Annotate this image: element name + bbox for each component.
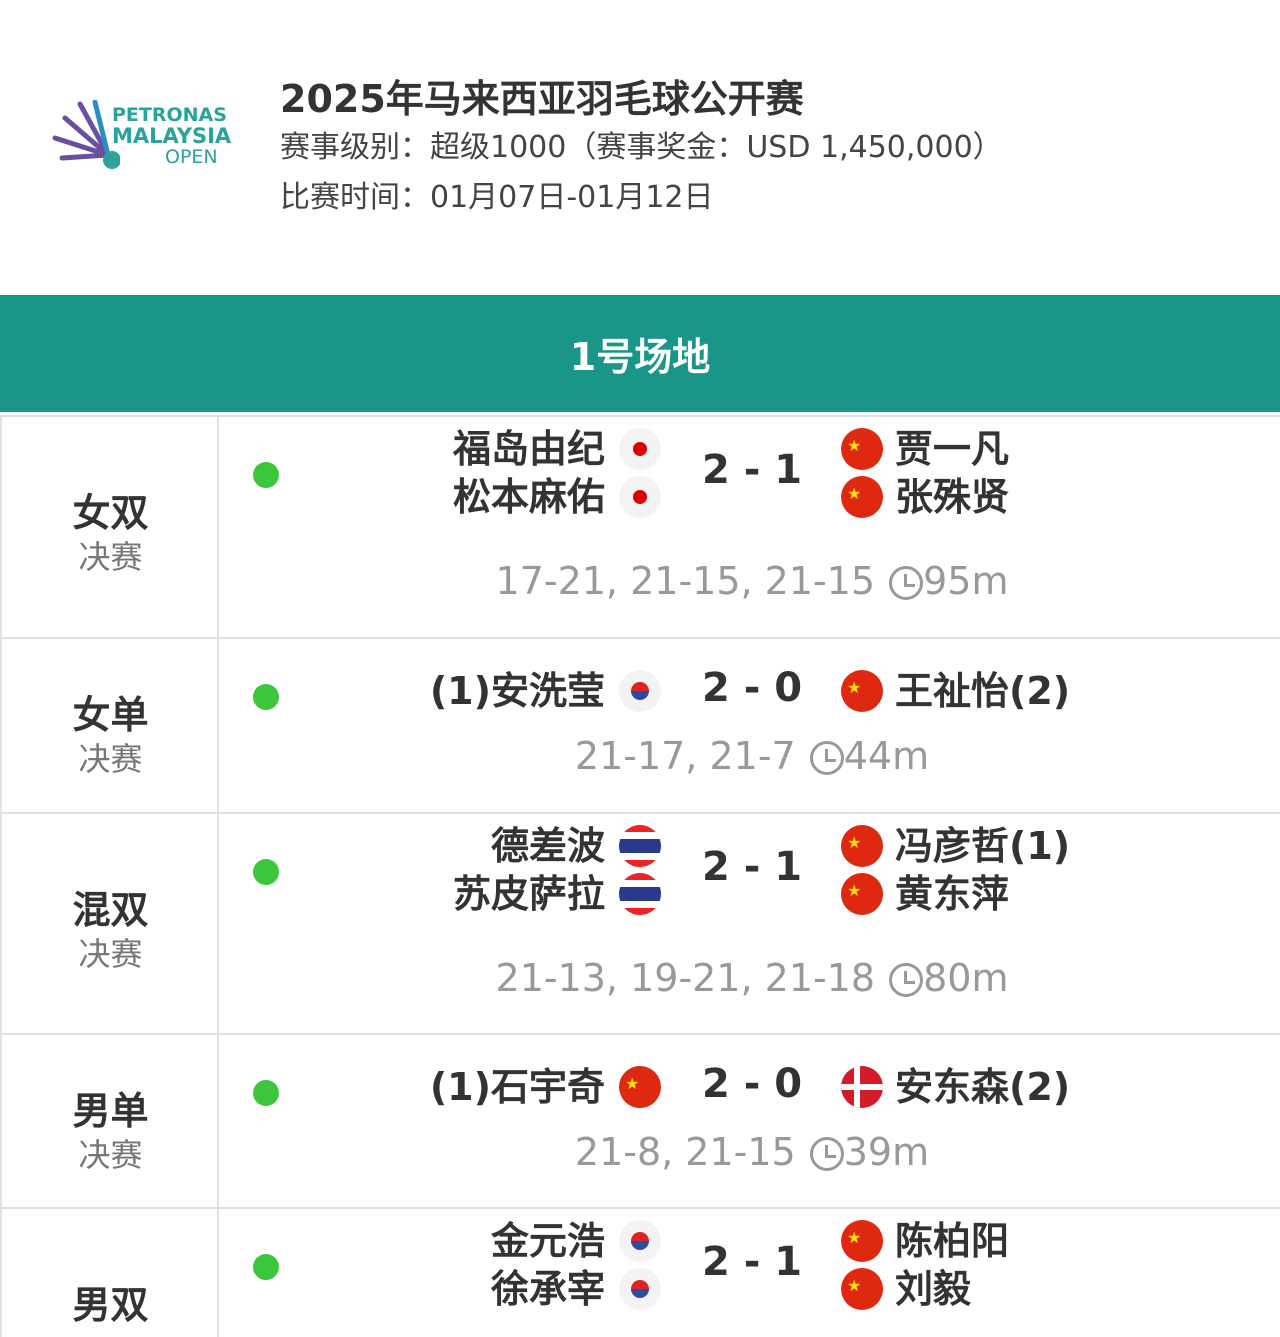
clock-icon bbox=[889, 566, 924, 600]
flag-jp-icon bbox=[619, 428, 661, 470]
match-score: 2 - 0 bbox=[701, 1061, 803, 1107]
round-name: 决赛 bbox=[78, 740, 143, 778]
finished-status-dot bbox=[253, 684, 279, 710]
logo-text: MALAYSIA bbox=[112, 124, 232, 148]
player-name: 刘毅 bbox=[895, 1267, 972, 1311]
set-scores-text: 21-13, 19-21, 21-18 bbox=[495, 956, 876, 1000]
court-header: 1号场地 bbox=[0, 295, 1280, 412]
match-row[interactable]: 女单 决赛 (1)安洗莹 王祉怡(2) 2 - 0 21-17, 21-7 44m bbox=[0, 637, 1280, 812]
match-score: 2 - 1 bbox=[701, 447, 803, 493]
match-score: 2 - 1 bbox=[701, 844, 803, 890]
event-name: 女单 bbox=[72, 693, 149, 737]
event-name: 男单 bbox=[72, 1089, 149, 1133]
player-name: 王祉怡(2) bbox=[895, 669, 1071, 713]
flag-cn-icon bbox=[841, 476, 883, 518]
match-category: 男双 bbox=[2, 1209, 219, 1337]
match-row[interactable]: 男单 决赛 (1)石宇奇 安东森(2) 2 - 0 21-8, 21-15 39m bbox=[0, 1033, 1280, 1207]
flag-cn-icon bbox=[619, 1066, 661, 1108]
flag-dk-icon bbox=[841, 1066, 883, 1108]
flag-cn-icon bbox=[841, 1220, 883, 1262]
event-name: 混双 bbox=[72, 888, 149, 932]
finished-status-dot bbox=[253, 1254, 279, 1280]
match-duration: 44m bbox=[843, 734, 930, 778]
logo-text: OPEN bbox=[165, 146, 218, 168]
player-name: 德差波 bbox=[490, 824, 605, 868]
player-name: 松本麻佑 bbox=[452, 475, 605, 519]
player-name: 安东森(2) bbox=[895, 1065, 1071, 1109]
match-duration: 39m bbox=[843, 1130, 930, 1174]
player-name: 苏皮萨拉 bbox=[452, 872, 605, 916]
set-scores: 21-17, 21-7 44m bbox=[222, 734, 1280, 778]
flag-cn-icon bbox=[841, 825, 883, 867]
match-category: 女单 决赛 bbox=[2, 639, 219, 812]
player-name: (1)安洗莹 bbox=[429, 669, 605, 713]
match-row[interactable]: 男双 金元浩 徐承宰 陈柏阳 刘毅 2 - 1 bbox=[0, 1207, 1280, 1337]
player-name: (1)石宇奇 bbox=[429, 1065, 605, 1109]
petronas-malaysia-open-logo: PETRONAS MALAYSIA OPEN bbox=[50, 100, 232, 175]
flag-cn-icon bbox=[841, 428, 883, 470]
finished-status-dot bbox=[253, 462, 279, 488]
match-row[interactable]: 混双 决赛 德差波 苏皮萨拉 冯彦哲(1) 黄东萍 2 - 1 21-13, 19… bbox=[0, 812, 1280, 1033]
flag-th-icon bbox=[619, 873, 661, 915]
page-title: 2025年马来西亚羽毛球公开赛 bbox=[280, 77, 804, 121]
tournament-dates: 比赛时间：01月07日-01月12日 bbox=[280, 180, 714, 215]
flag-kr-icon bbox=[619, 1220, 661, 1262]
set-scores-text: 21-8, 21-15 bbox=[574, 1130, 796, 1174]
player-name: 陈柏阳 bbox=[895, 1219, 1010, 1263]
clock-icon bbox=[809, 1137, 844, 1171]
round-name: 决赛 bbox=[78, 1136, 143, 1174]
finished-status-dot bbox=[253, 859, 279, 885]
player-name: 福岛由纪 bbox=[452, 427, 605, 471]
round-name: 决赛 bbox=[78, 538, 143, 576]
clock-icon bbox=[809, 741, 844, 775]
set-scores: 17-21, 21-15, 21-15 95m bbox=[222, 559, 1280, 603]
set-scores: 21-8, 21-15 39m bbox=[222, 1130, 1280, 1174]
match-score: 2 - 0 bbox=[701, 665, 803, 711]
player-name: 冯彦哲(1) bbox=[895, 824, 1071, 868]
match-row[interactable]: 女双 决赛 福岛由纪 松本麻佑 贾一凡 张殊贤 2 - 1 17-21, 21-1… bbox=[0, 415, 1280, 637]
set-scores-text: 17-21, 21-15, 21-15 bbox=[495, 559, 876, 603]
match-category: 混双 决赛 bbox=[2, 814, 219, 1033]
player-name: 黄东萍 bbox=[895, 872, 1010, 916]
clock-icon bbox=[889, 963, 924, 997]
flag-cn-icon bbox=[841, 1268, 883, 1310]
tournament-header: PETRONAS MALAYSIA OPEN 2025年马来西亚羽毛球公开赛 赛… bbox=[0, 0, 1280, 295]
player-name: 金元浩 bbox=[490, 1219, 605, 1263]
match-score: 2 - 1 bbox=[701, 1239, 803, 1285]
event-name: 男双 bbox=[72, 1283, 149, 1327]
flag-jp-icon bbox=[619, 476, 661, 518]
set-scores-text: 21-17, 21-7 bbox=[574, 734, 796, 778]
player-name: 徐承宰 bbox=[490, 1267, 605, 1311]
match-duration: 80m bbox=[923, 956, 1009, 1000]
logo-text: PETRONAS bbox=[112, 104, 227, 126]
set-scores: 21-13, 19-21, 21-18 80m bbox=[222, 956, 1280, 1000]
match-category: 女双 决赛 bbox=[2, 417, 219, 637]
flag-th-icon bbox=[619, 825, 661, 867]
tournament-level: 赛事级别：超级1000（赛事奖金：USD 1,450,000） bbox=[280, 130, 1003, 165]
player-name: 张殊贤 bbox=[895, 475, 1010, 519]
flag-cn-icon bbox=[841, 670, 883, 712]
match-category: 男单 决赛 bbox=[2, 1035, 219, 1207]
finished-status-dot bbox=[253, 1080, 279, 1106]
match-duration: 95m bbox=[923, 559, 1009, 603]
flag-kr-icon bbox=[619, 1268, 661, 1310]
round-name: 决赛 bbox=[78, 935, 143, 973]
flag-cn-icon bbox=[841, 873, 883, 915]
flag-kr-icon bbox=[619, 670, 661, 712]
event-name: 女双 bbox=[72, 491, 149, 535]
player-name: 贾一凡 bbox=[895, 427, 1010, 471]
